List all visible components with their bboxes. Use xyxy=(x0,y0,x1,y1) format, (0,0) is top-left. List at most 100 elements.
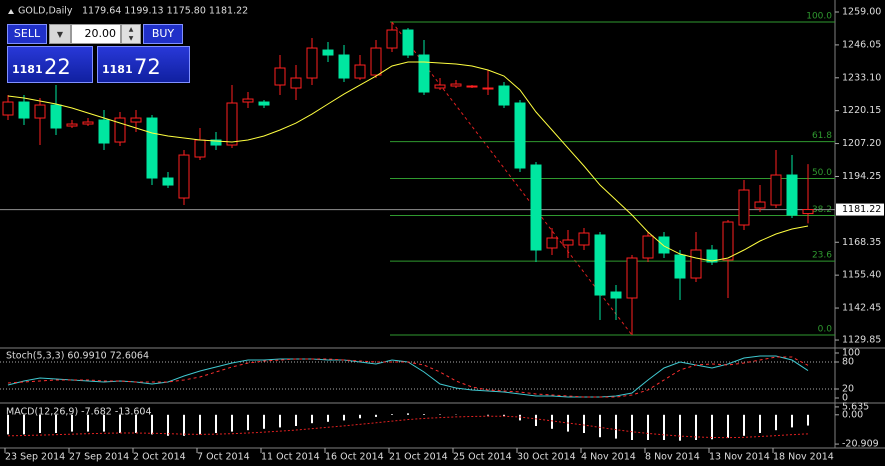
fibo-label: 23.6 xyxy=(812,251,832,261)
fibo-label: 100.0 xyxy=(806,12,832,22)
candle-body xyxy=(802,209,814,215)
x-tick-label: 13 Nov 2014 xyxy=(709,452,770,463)
candle-body xyxy=(578,232,590,246)
fibo-label: 61.8 xyxy=(812,131,832,141)
y-tick-label: 1246.05 xyxy=(842,39,881,50)
last-price-box xyxy=(836,203,884,216)
fibo-label: 50.0 xyxy=(812,168,832,178)
buy-button[interactable]: BUY xyxy=(143,24,183,44)
candle-body xyxy=(722,221,734,261)
ask-box[interactable]: 1181 72 xyxy=(97,46,190,83)
sell-button[interactable]: SELL xyxy=(7,24,47,44)
indicator-title: Stoch(5,3,3) 60.9910 72.6064 xyxy=(6,351,149,362)
bid-big: 1181 xyxy=(12,63,43,76)
candle-body xyxy=(114,117,126,143)
x-tick-label: 25 Oct 2014 xyxy=(453,452,512,463)
candle-body xyxy=(786,174,798,216)
y-tick-label: 0 xyxy=(842,392,848,403)
y-tick-label: 100 xyxy=(842,348,860,359)
y-tick-label: 1207.20 xyxy=(842,138,881,149)
candle-body xyxy=(674,254,686,279)
y-tick-label: 1259.00 xyxy=(842,7,881,18)
candle-body xyxy=(754,201,766,209)
ask-big: 1181 xyxy=(102,63,133,76)
candle-body xyxy=(50,104,62,129)
indicator-title: MACD(12,26,9) -7.682 -13.604 xyxy=(6,407,151,418)
y-tick-label: 0.00 xyxy=(842,409,863,420)
y-tick-label: 1233.10 xyxy=(842,72,881,83)
line xyxy=(7,415,809,439)
bid-small: 22 xyxy=(44,55,71,79)
candle-body xyxy=(706,249,718,263)
candle-body xyxy=(2,101,14,116)
candle-body xyxy=(162,177,174,186)
candle-body xyxy=(370,47,382,76)
candle-body xyxy=(34,104,46,119)
lot-dropdown[interactable]: ▼ xyxy=(49,24,71,44)
x-tick-label: 18 Nov 2014 xyxy=(773,452,834,463)
candle-body xyxy=(642,235,654,259)
candle-body xyxy=(242,98,254,103)
candle-body xyxy=(562,239,574,246)
x-tick-label: 30 Oct 2014 xyxy=(517,452,576,463)
last-price-label: 1181.22 xyxy=(842,204,881,215)
candle-body xyxy=(290,77,302,89)
x-tick-label: 21 Oct 2014 xyxy=(389,452,448,463)
y-tick-label: -20.909 xyxy=(842,439,879,450)
line xyxy=(7,61,809,262)
x-tick-label: 23 Sep 2014 xyxy=(5,452,65,463)
symbol: GOLD,Daily xyxy=(18,6,73,17)
candle-body xyxy=(306,47,318,79)
y-tick-label: 1220.15 xyxy=(842,105,881,116)
candle-body xyxy=(434,84,446,89)
x-tick-label: 16 Oct 2014 xyxy=(325,452,384,463)
candle-body xyxy=(466,85,478,88)
candle-body xyxy=(98,119,110,144)
line xyxy=(7,356,809,398)
x-tick-label: 27 Sep 2014 xyxy=(69,452,129,463)
ohlc: 1179.64 1199.13 1175.80 1181.22 xyxy=(82,6,248,17)
collapse-icon xyxy=(8,9,14,14)
fibo-label: 0.0 xyxy=(818,325,833,335)
lot-spinner[interactable]: ▲ ▼ xyxy=(121,24,141,44)
bid-box[interactable]: 1181 22 xyxy=(7,46,93,83)
candle-body xyxy=(18,101,30,119)
candle-body xyxy=(514,102,526,169)
x-tick-label: 4 Nov 2014 xyxy=(581,452,636,463)
candle-body xyxy=(354,64,366,79)
candle-body xyxy=(594,234,606,296)
candle-body xyxy=(66,123,78,127)
candle-body xyxy=(338,54,350,79)
y-tick-label: 1194.25 xyxy=(842,171,881,182)
candle-body xyxy=(738,189,750,226)
candle-body xyxy=(258,101,270,106)
y-tick-label: 20 xyxy=(842,383,854,394)
candle-body xyxy=(82,121,94,125)
candle-body xyxy=(322,49,334,56)
candle-body xyxy=(546,237,558,249)
candle-body xyxy=(626,257,638,299)
candle-body xyxy=(450,83,462,87)
y-tick-label: 1129.85 xyxy=(842,335,881,346)
candle-body xyxy=(658,236,670,254)
candle-body xyxy=(386,29,398,49)
x-tick-label: 11 Oct 2014 xyxy=(261,452,320,463)
candle-body xyxy=(210,139,222,146)
lot-input[interactable]: 20.00 xyxy=(71,24,121,44)
y-tick-label: 80 xyxy=(842,357,854,368)
candle-body xyxy=(402,29,414,56)
candle-body xyxy=(610,291,622,299)
ask-small: 72 xyxy=(134,55,161,79)
x-tick-label: 7 Oct 2014 xyxy=(197,452,250,463)
candle-body xyxy=(178,154,190,199)
candle-body xyxy=(770,174,782,206)
y-tick-label: 1155.40 xyxy=(842,270,881,281)
x-tick-label: 2 Oct 2014 xyxy=(133,452,186,463)
y-tick-label: 5.635 xyxy=(842,401,869,412)
y-tick-label: 1142.45 xyxy=(842,303,881,314)
candle-body xyxy=(530,164,542,251)
candle-body xyxy=(146,117,158,179)
candle-body xyxy=(226,102,238,146)
